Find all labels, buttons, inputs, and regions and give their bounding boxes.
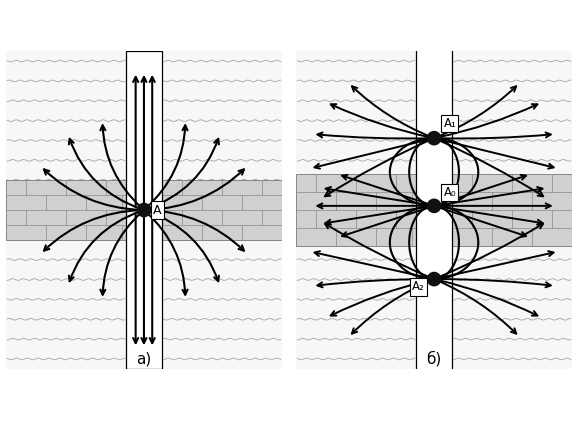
Bar — [6, 180, 126, 240]
Circle shape — [428, 132, 440, 145]
Bar — [162, 180, 282, 240]
Text: а): а) — [136, 351, 151, 366]
Text: A: A — [153, 204, 162, 216]
Text: A₂: A₂ — [412, 281, 425, 294]
Bar — [296, 174, 416, 246]
Bar — [416, 51, 452, 369]
Bar — [296, 51, 416, 369]
Bar — [452, 174, 572, 246]
Text: б): б) — [427, 350, 442, 366]
Bar — [6, 51, 126, 369]
Circle shape — [428, 199, 440, 213]
Bar — [162, 51, 282, 369]
Bar — [452, 51, 572, 369]
Bar — [126, 51, 162, 369]
Circle shape — [138, 204, 150, 216]
Text: A₁: A₁ — [443, 117, 457, 130]
Text: A₀: A₀ — [443, 186, 456, 199]
Circle shape — [428, 272, 440, 286]
